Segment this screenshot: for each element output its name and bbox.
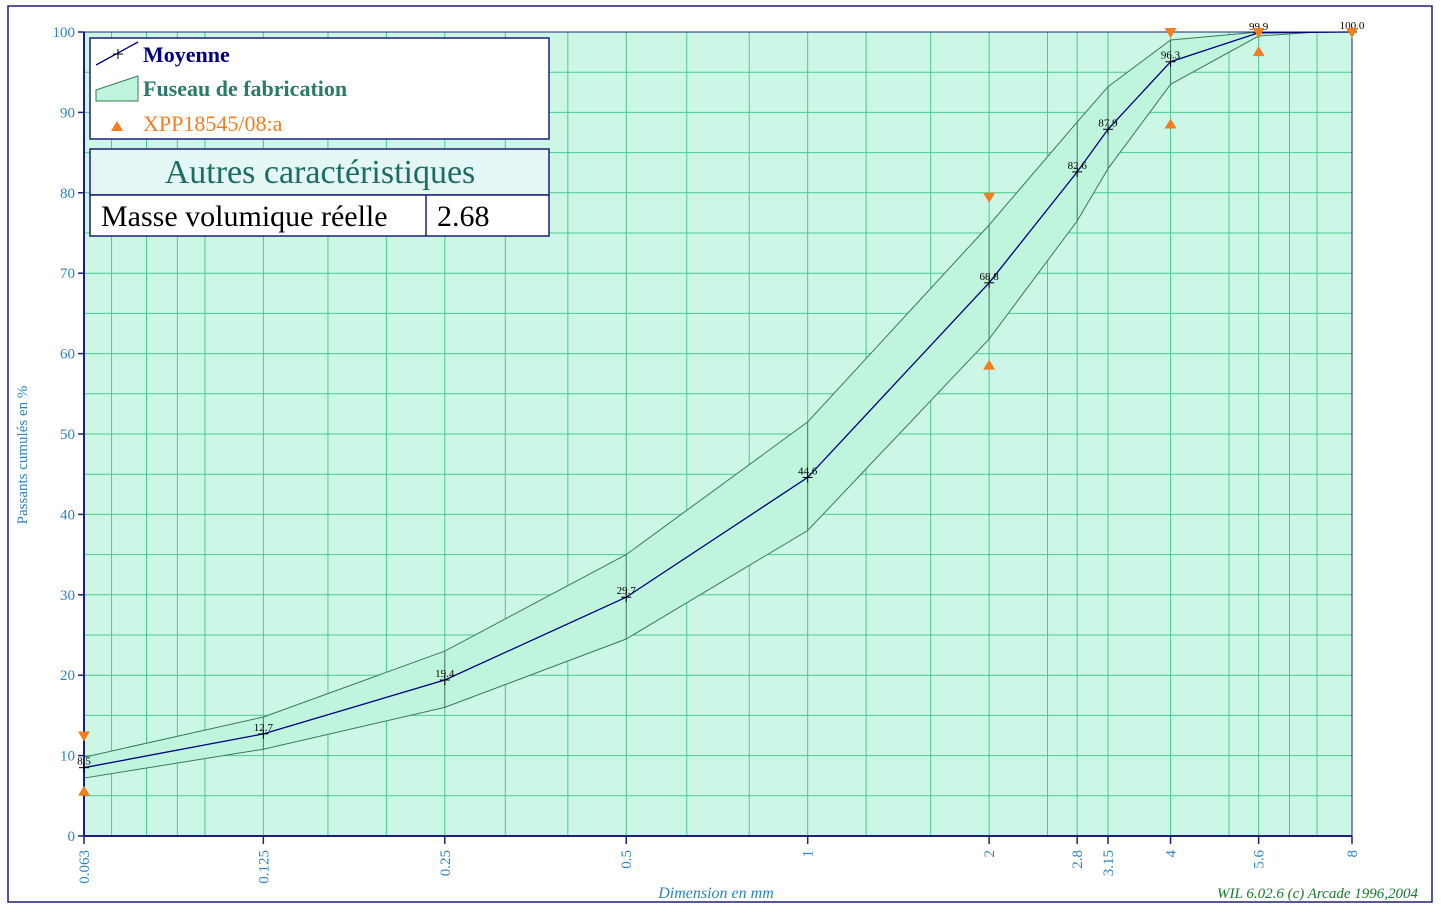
mean-data-label: 19.4 (435, 668, 455, 680)
spec-max-marker (1346, 28, 1358, 38)
legend-envelope-label: Fuseau de fabrication (143, 76, 347, 101)
spec-max-marker (983, 192, 996, 203)
x-tick-label: 1 (801, 850, 817, 858)
info-title: Autres caractéristiques (165, 154, 476, 191)
mean-data-label: 100.0 (1340, 20, 1365, 32)
spec-max-marker (78, 731, 90, 742)
mean-data-label: 44.6 (798, 465, 818, 477)
mean-point (1103, 124, 1114, 135)
y-tick-label: 50 (60, 427, 75, 443)
y-tick-label: 70 (60, 266, 75, 282)
legend: Moyenne Fuseau de fabrication XPP18545/08:… (89, 37, 550, 140)
info-title-cell (89, 148, 550, 196)
x-tick-label: 0.25 (438, 850, 454, 876)
legend-spec-swatch (111, 121, 123, 131)
mean-data-label: 68.8 (979, 271, 999, 283)
mean-point (984, 277, 995, 288)
mean-point (802, 472, 813, 483)
x-tick-label: 0.5 (619, 850, 635, 869)
x-tick-label: 2.8 (1070, 850, 1086, 869)
info-value: 2.68 (437, 200, 490, 233)
x-tick-label: 8 (1345, 850, 1361, 858)
spec-max-marker (1252, 28, 1265, 38)
envelope-band (83, 31, 1318, 779)
spec-max-marker (1164, 28, 1177, 38)
mean-data-label: 87.9 (1098, 117, 1118, 129)
y-tick-label: 100 (53, 25, 76, 41)
info-row (89, 194, 550, 237)
mean-point (79, 762, 89, 773)
spec-min-marker (1164, 118, 1177, 129)
spec-min-marker (1252, 46, 1265, 57)
x-tick-label: 2 (982, 850, 998, 858)
legend-spec-label: XPP18545/08:a (143, 111, 283, 136)
info-box: Autres caractéristiques Masse volumique r… (89, 148, 550, 237)
y-tick-label: 20 (60, 668, 75, 684)
spec-min-marker (983, 359, 996, 370)
mean-point (258, 728, 269, 739)
mean-data-label: 8.5 (77, 756, 91, 768)
mean-point (1072, 166, 1083, 177)
y-tick-label: 0 (68, 829, 76, 845)
y-tick-label: 80 (60, 186, 75, 202)
x-tick-label: 5.6 (1252, 850, 1268, 869)
mean-data-label: 82.6 (1068, 160, 1088, 172)
y-tick-label: 40 (60, 507, 75, 523)
x-tick-label: 3.15 (1101, 850, 1117, 876)
x-tick-label: 0.125 (256, 850, 272, 884)
y-axis-label: Passants cumulés en % (15, 386, 31, 525)
mean-point (1165, 56, 1176, 67)
software-credit: WIL 6.02.6 (c) Arcade 1996,2004 (1217, 886, 1418, 902)
legend-mean-label: Moyenne (143, 42, 230, 67)
mean-data-label: 29.7 (617, 585, 637, 597)
mean-point (621, 592, 632, 603)
x-tick-label: 4 (1164, 850, 1180, 858)
y-tick-label: 30 (60, 588, 75, 604)
mean-point (439, 675, 450, 686)
legend-box (89, 37, 550, 140)
mean-data-label: 12.7 (254, 722, 274, 734)
x-tick-label: 0.063 (77, 850, 93, 884)
y-tick-label: 10 (60, 749, 75, 765)
info-label: Masse volumique réelle (101, 200, 388, 233)
y-tick-label: 90 (60, 105, 75, 121)
y-tick-label: 60 (60, 347, 75, 363)
spec-min-marker (78, 785, 90, 796)
mean-data-label: 96.3 (1161, 50, 1181, 62)
legend-envelope-swatch (95, 75, 139, 102)
x-axis-label: Dimension en mm (657, 885, 774, 902)
